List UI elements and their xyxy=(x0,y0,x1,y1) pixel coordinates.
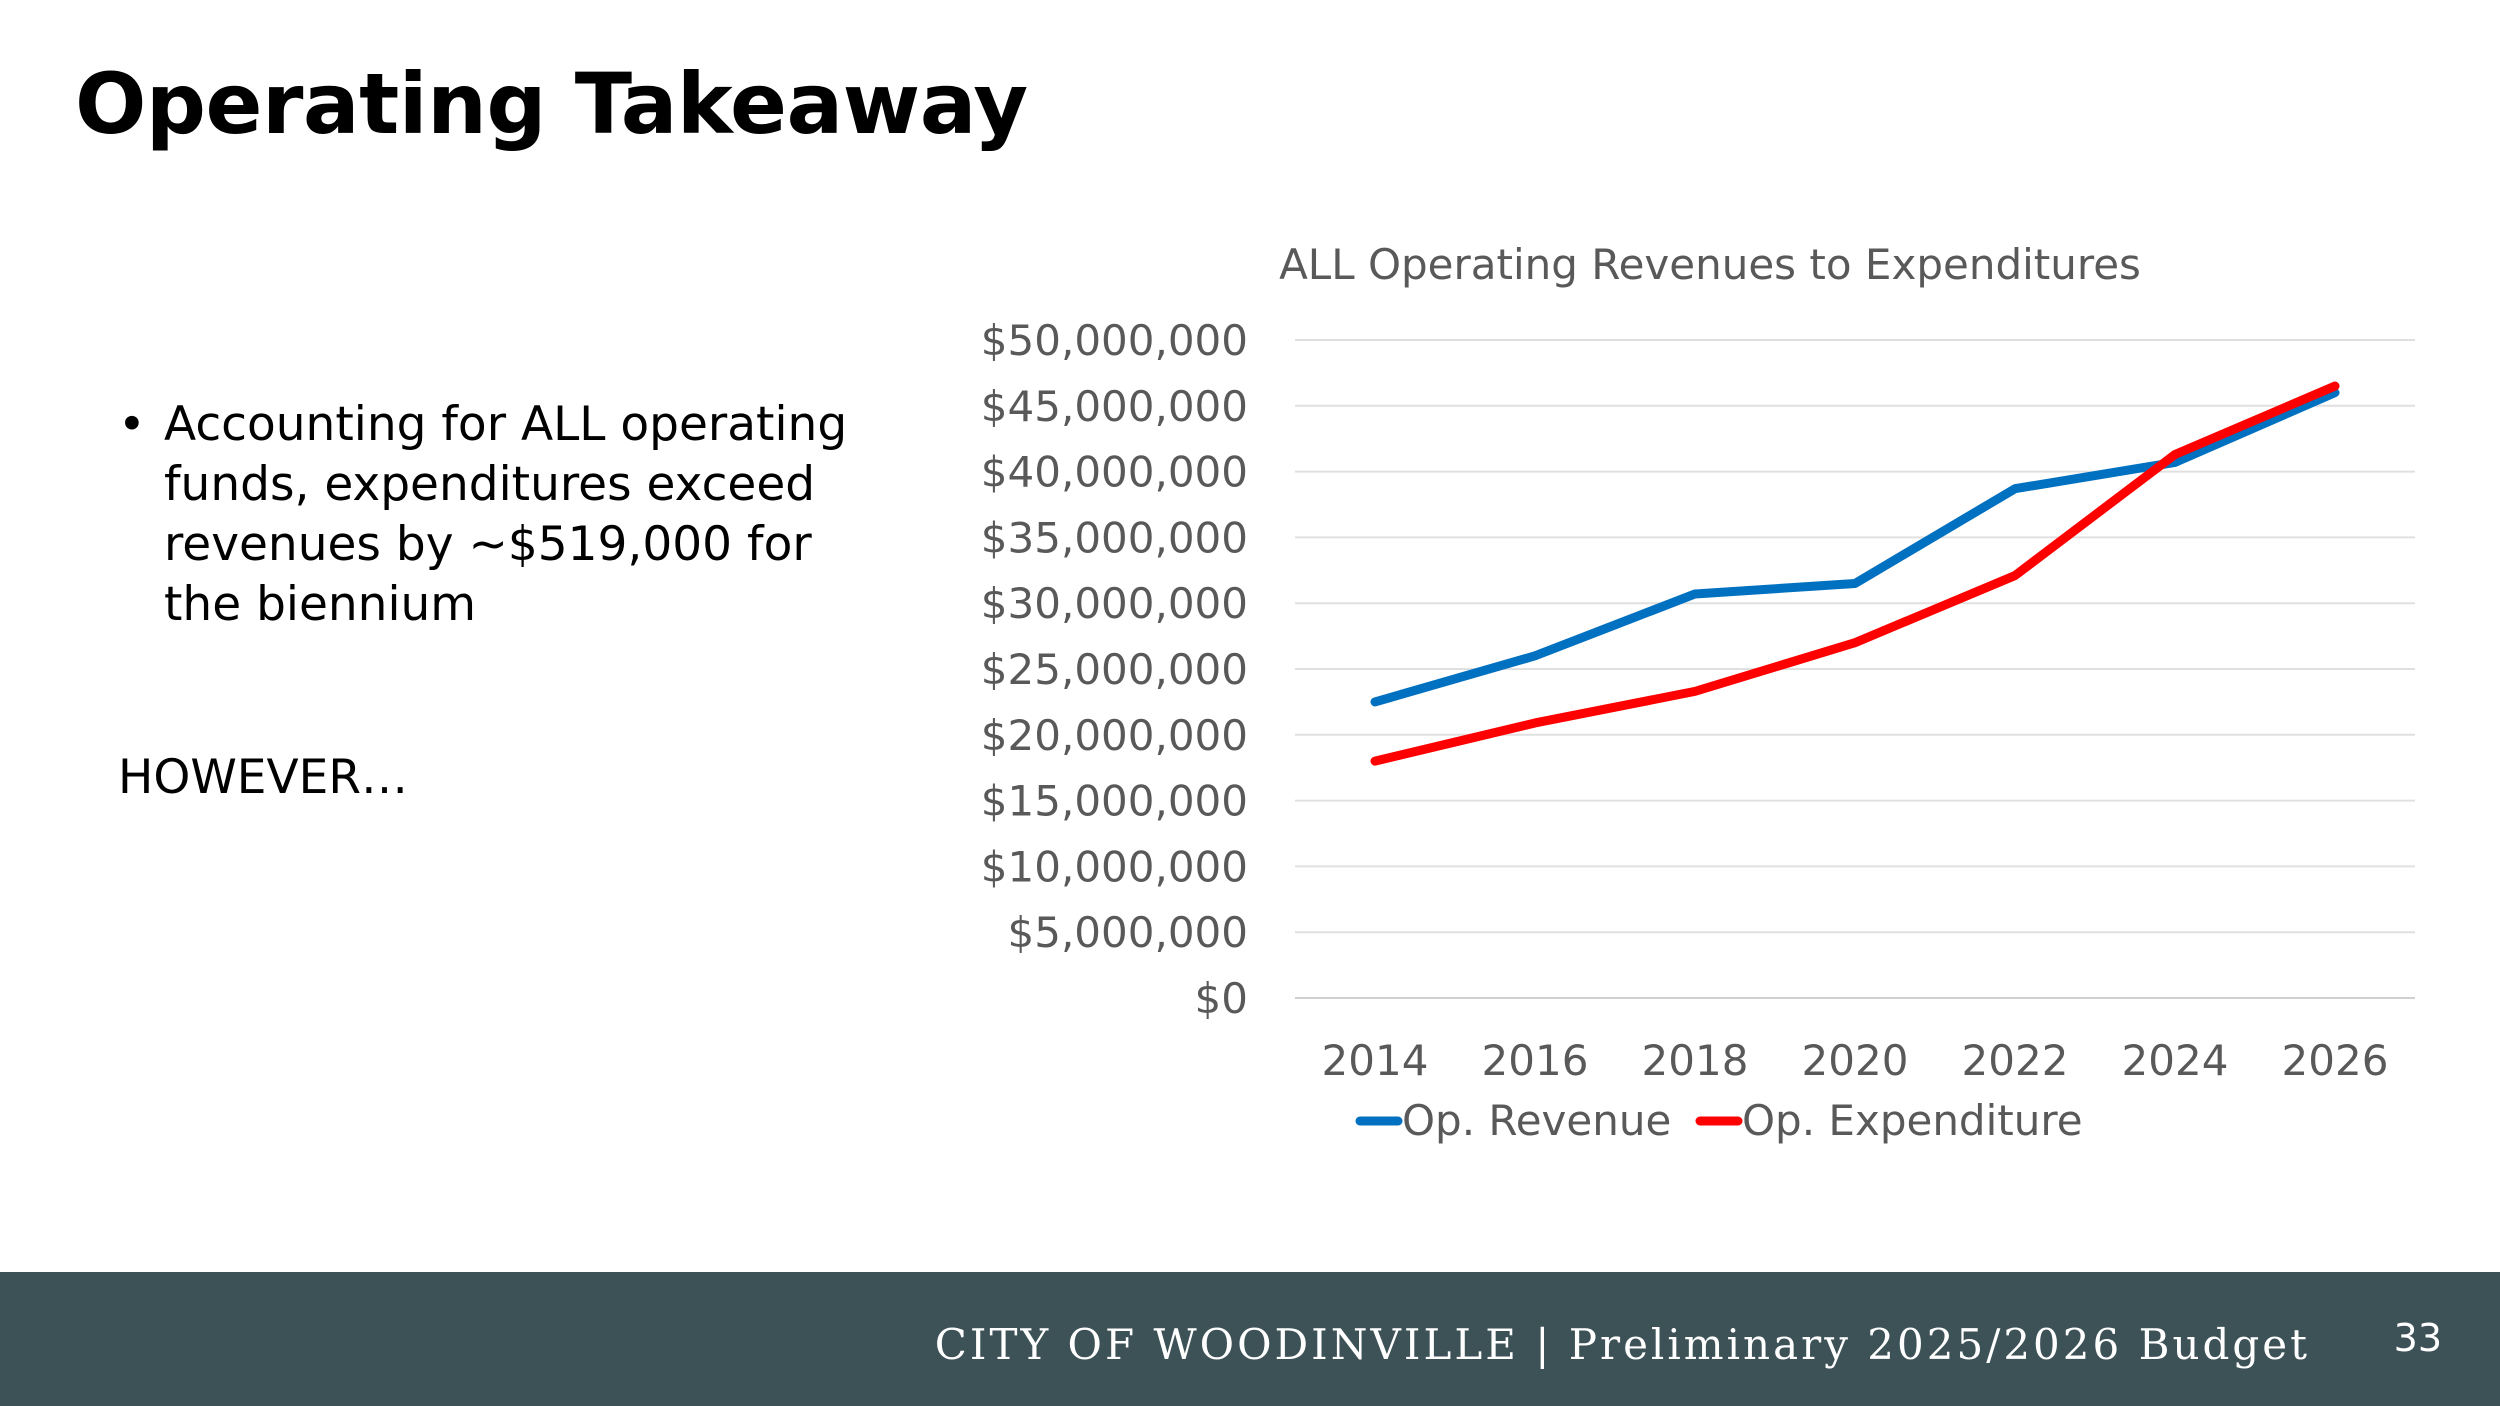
y-tick-label: $30,000,000 xyxy=(981,579,1248,628)
y-tick-label: $0 xyxy=(1195,974,1248,1023)
x-tick-label: 2014 xyxy=(1322,1036,1429,1085)
legend-label: Op. Expenditure xyxy=(1742,1096,2083,1145)
bullet-item: Accounting for ALL operating funds, expe… xyxy=(118,395,858,635)
x-tick-label: 2020 xyxy=(1802,1036,1909,1085)
x-tick-label: 2018 xyxy=(1642,1036,1749,1085)
y-tick-label: $15,000,000 xyxy=(981,777,1248,826)
footer-bar: CITY OF WOODINVILLE | Preliminary 2025/2… xyxy=(0,1272,2500,1406)
x-tick-label: 2022 xyxy=(1962,1036,2069,1085)
y-tick-label: $40,000,000 xyxy=(981,448,1248,497)
page-title: Operating Takeaway xyxy=(75,55,1028,153)
y-tick-label: $20,000,000 xyxy=(981,711,1248,760)
chart-svg: ALL Operating Revenues to Expenditures $… xyxy=(981,240,2415,1145)
y-tick-label: $5,000,000 xyxy=(1008,908,1248,957)
x-tick-label: 2026 xyxy=(2282,1036,2389,1085)
y-tick-label: $45,000,000 xyxy=(981,382,1248,431)
y-tick-label: $10,000,000 xyxy=(981,842,1248,891)
x-tick-label: 2024 xyxy=(2122,1036,2229,1085)
chart-title: ALL Operating Revenues to Expenditures xyxy=(1279,240,2141,289)
series-line-revenue xyxy=(1370,388,2340,707)
series-line-expenditure xyxy=(1370,381,2340,766)
bullet-list: Accounting for ALL operating funds, expe… xyxy=(118,395,858,635)
line-chart: ALL Operating Revenues to Expenditures $… xyxy=(960,230,2460,1160)
y-tick-label: $25,000,000 xyxy=(981,645,1248,694)
footer-text: CITY OF WOODINVILLE | Preliminary 2025/2… xyxy=(934,1320,2310,1369)
note-text: HOWEVER… xyxy=(118,750,409,805)
page-number: 33 xyxy=(2393,1316,2442,1360)
y-tick-label: $35,000,000 xyxy=(981,513,1248,562)
y-tick-label: $50,000,000 xyxy=(981,316,1248,365)
legend-label: Op. Revenue xyxy=(1402,1096,1671,1145)
x-tick-label: 2016 xyxy=(1482,1036,1589,1085)
